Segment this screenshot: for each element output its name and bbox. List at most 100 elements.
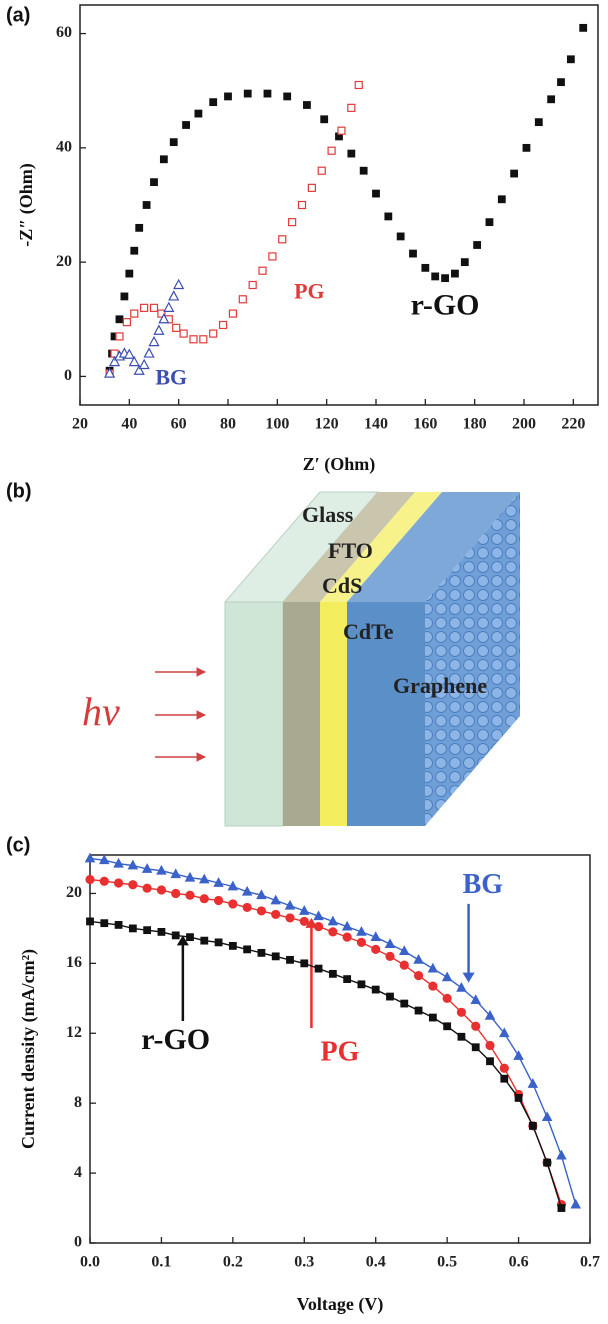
point — [372, 189, 380, 198]
point — [138, 358, 150, 370]
point — [156, 864, 167, 875]
point — [185, 890, 195, 900]
point — [213, 877, 224, 887]
point — [427, 962, 439, 973]
point — [122, 318, 131, 327]
point — [514, 1094, 523, 1102]
y-tick-label: 8 — [74, 1094, 82, 1111]
point — [227, 880, 239, 891]
point — [142, 201, 151, 209]
x-tick-label: 0.4 — [366, 1254, 386, 1271]
x-tick-label: 80 — [220, 416, 236, 433]
plot-frame — [79, 4, 599, 406]
y-tick-label: 60 — [56, 24, 72, 41]
point — [209, 98, 218, 107]
point — [341, 920, 353, 931]
light-label: hv — [82, 689, 120, 734]
point — [108, 355, 121, 367]
y-tick-label: 0 — [64, 367, 72, 384]
point — [442, 993, 452, 1003]
point — [566, 55, 575, 64]
point — [257, 948, 266, 957]
panel-label: (c) — [6, 834, 30, 856]
point — [557, 78, 565, 87]
point — [328, 927, 338, 937]
pointer-arrow-head — [305, 917, 318, 928]
cds-front — [320, 602, 347, 826]
point — [169, 138, 178, 147]
point — [371, 944, 381, 954]
point — [456, 981, 467, 992]
panel-label: (a) — [6, 4, 30, 26]
pointer-arrow-head — [176, 935, 189, 946]
series-label: r-GO — [141, 1023, 210, 1056]
point — [194, 109, 203, 118]
point — [556, 1149, 567, 1160]
point — [385, 951, 395, 961]
point — [218, 320, 228, 330]
point — [396, 232, 405, 241]
graphene-face — [425, 492, 520, 826]
point — [199, 873, 210, 884]
point — [413, 970, 424, 981]
x-tick-label: 20 — [72, 416, 88, 433]
point — [456, 1007, 467, 1017]
point — [85, 874, 95, 885]
point — [248, 280, 257, 290]
point — [579, 23, 588, 32]
series-label: PG — [321, 1037, 360, 1068]
point — [499, 1063, 509, 1073]
point — [99, 854, 110, 865]
point — [441, 971, 453, 982]
point — [327, 146, 336, 155]
point — [184, 871, 196, 882]
point — [371, 985, 380, 994]
point — [158, 313, 170, 324]
point — [128, 355, 140, 367]
point — [534, 118, 543, 127]
point — [238, 295, 247, 304]
point — [140, 303, 149, 312]
point — [128, 880, 138, 890]
point — [485, 218, 494, 227]
point — [241, 885, 253, 896]
cdte-front — [347, 602, 425, 826]
point — [400, 999, 409, 1008]
point — [130, 309, 139, 318]
point — [431, 272, 440, 281]
x-tick-label: 140 — [364, 416, 388, 433]
point — [347, 103, 356, 112]
point — [457, 1032, 466, 1041]
point — [428, 1013, 437, 1022]
x-tick-label: 120 — [315, 416, 339, 433]
fto-top — [283, 492, 415, 602]
point — [171, 888, 181, 899]
point — [153, 324, 165, 335]
point — [313, 910, 324, 921]
point — [359, 166, 368, 175]
plot-frame — [89, 854, 591, 1244]
point — [485, 1040, 495, 1051]
point — [486, 1057, 494, 1066]
point — [451, 269, 459, 278]
point — [173, 278, 185, 290]
point — [128, 924, 137, 933]
point — [543, 1158, 552, 1167]
point — [414, 1006, 423, 1015]
point — [148, 335, 160, 347]
point — [199, 335, 208, 344]
point — [143, 347, 155, 358]
point — [157, 309, 166, 318]
point — [303, 101, 311, 109]
point — [421, 263, 430, 272]
point — [270, 894, 281, 905]
point — [149, 303, 159, 312]
point — [441, 274, 449, 283]
point — [172, 323, 181, 332]
point — [186, 933, 194, 942]
point — [143, 926, 152, 935]
point — [214, 938, 223, 947]
point — [125, 269, 134, 278]
y-tick-label: 12 — [66, 1024, 82, 1041]
point — [115, 315, 124, 324]
